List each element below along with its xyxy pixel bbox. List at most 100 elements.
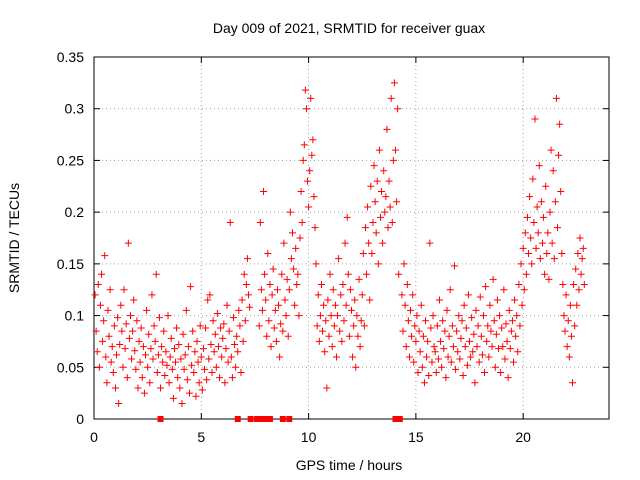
data-point	[394, 105, 402, 113]
data-point	[410, 358, 418, 366]
data-point	[213, 310, 221, 318]
data-point	[411, 322, 419, 330]
data-point	[463, 361, 471, 369]
data-point	[322, 317, 330, 325]
axis-ticks	[93, 56, 609, 420]
data-point	[358, 291, 366, 299]
data-point	[494, 345, 502, 353]
data-point	[427, 324, 435, 332]
data-point	[314, 291, 322, 299]
data-point	[189, 327, 197, 335]
data-point	[184, 343, 192, 351]
data-point	[163, 361, 171, 369]
data-point	[98, 270, 106, 278]
data-point	[554, 224, 561, 232]
data-point	[341, 239, 349, 247]
data-point	[460, 301, 468, 309]
data-point	[311, 224, 319, 232]
data-point	[297, 187, 305, 195]
data-point	[197, 353, 205, 361]
y-axis-label: SRMTID / TECUs	[6, 183, 22, 293]
data-point	[536, 255, 544, 263]
data-point	[367, 182, 375, 190]
data-point	[340, 317, 348, 325]
data-point	[293, 281, 301, 289]
data-point	[154, 351, 162, 359]
data-point	[383, 125, 391, 133]
data-point	[91, 291, 99, 299]
data-point	[470, 330, 478, 338]
data-point	[543, 250, 551, 258]
data-point	[306, 167, 314, 175]
data-point	[183, 376, 191, 384]
data-point	[261, 270, 269, 278]
data-point	[462, 324, 470, 332]
data-point	[564, 317, 572, 325]
data-point	[577, 270, 585, 278]
data-point	[229, 314, 237, 322]
y-tick-label: 0.1	[65, 308, 85, 324]
data-point	[566, 301, 574, 309]
data-point	[179, 330, 187, 338]
data-point	[326, 270, 334, 278]
data-point	[507, 327, 515, 335]
data-point	[492, 330, 500, 338]
data-point	[125, 334, 133, 342]
data-point	[281, 296, 289, 304]
data-point	[472, 306, 480, 314]
data-point	[344, 270, 352, 278]
data-point	[222, 345, 230, 353]
data-point	[437, 337, 445, 345]
data-point	[558, 250, 566, 258]
data-point	[217, 324, 225, 332]
data-point	[518, 301, 526, 309]
data-point	[404, 317, 412, 325]
x-tick-label: 5	[197, 429, 205, 445]
data-point	[435, 296, 443, 304]
data-point	[308, 151, 316, 159]
data-point	[329, 286, 337, 294]
data-point	[409, 291, 417, 299]
data-point	[165, 379, 173, 387]
data-point	[337, 291, 345, 299]
data-point	[121, 345, 129, 353]
data-point	[275, 301, 283, 309]
data-point	[122, 320, 130, 328]
data-point	[335, 255, 343, 263]
data-point	[270, 324, 278, 332]
data-point	[182, 306, 190, 314]
data-point	[426, 239, 434, 247]
data-point	[120, 286, 128, 294]
x-tick-label: 15	[408, 429, 424, 445]
data-point	[198, 386, 206, 394]
data-point	[350, 322, 358, 330]
data-point	[225, 327, 233, 335]
data-point	[279, 327, 287, 335]
data-point	[133, 317, 141, 325]
data-point	[267, 343, 275, 351]
data-point	[209, 317, 217, 325]
data-point	[159, 358, 167, 366]
data-point	[384, 224, 392, 232]
data-point	[273, 286, 281, 294]
data-point	[474, 322, 482, 330]
data-point	[555, 151, 563, 159]
data-point	[374, 260, 382, 268]
data-point	[395, 270, 403, 278]
data-point	[550, 255, 558, 263]
data-point	[412, 337, 420, 345]
data-point	[360, 322, 368, 330]
data-point	[429, 312, 437, 320]
data-point	[128, 355, 136, 363]
data-point	[223, 301, 231, 309]
data-point	[486, 301, 494, 309]
data-point	[345, 332, 353, 340]
data-point	[448, 322, 456, 330]
data-point	[211, 330, 219, 338]
data-point	[425, 372, 433, 380]
data-point	[559, 281, 567, 289]
data-point	[162, 348, 170, 356]
data-point	[579, 244, 587, 252]
zero-point	[266, 416, 273, 422]
